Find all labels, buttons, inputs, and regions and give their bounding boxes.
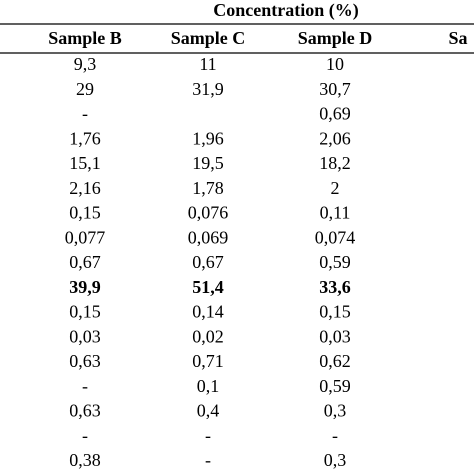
column-header: Sample C	[171, 28, 246, 48]
cell: 0,11	[320, 203, 351, 223]
cell: 33,6	[319, 277, 351, 297]
cell: 39,9	[69, 277, 101, 297]
cell: 0,15	[319, 302, 351, 322]
cell: 0,62	[319, 351, 351, 371]
cell: 29	[76, 79, 94, 99]
cell: 18,2	[319, 153, 351, 173]
cell: 0,3	[324, 401, 347, 421]
cell: 0,14	[192, 302, 224, 322]
cell: 0,15	[69, 302, 101, 322]
cell: -	[205, 450, 211, 470]
cell: 0,71	[192, 351, 224, 371]
cell: 0,59	[319, 376, 351, 396]
cell: 51,4	[192, 277, 224, 297]
cell: 0,03	[69, 326, 101, 346]
cell: 0,4	[197, 401, 220, 421]
cell: 0,077	[65, 227, 106, 247]
cell: 0,3	[324, 450, 347, 470]
table-title: Concentration (%)	[213, 0, 358, 21]
cell: 1,96	[192, 128, 224, 148]
cell: 0,63	[69, 351, 101, 371]
cell: -	[82, 376, 88, 396]
cell: 31,9	[192, 79, 224, 99]
cell: -	[82, 104, 88, 124]
cell: -	[332, 425, 338, 445]
cell: 0,38	[69, 450, 101, 470]
cell: 0,67	[69, 252, 101, 272]
cell: 0,67	[192, 252, 224, 272]
cell: 0,63	[69, 401, 101, 421]
cell: 2,06	[319, 128, 351, 148]
cell: 2,16	[69, 178, 101, 198]
column-header: Sample D	[298, 28, 373, 48]
cell: 15,1	[69, 153, 101, 173]
cell: 0,1	[197, 376, 220, 396]
cell: 10	[326, 54, 344, 74]
cell: -	[205, 425, 211, 445]
cell: 0,076	[188, 203, 229, 223]
cell: 2	[331, 178, 340, 198]
cell: 9,3	[74, 54, 97, 74]
cell: 0,074	[315, 227, 356, 247]
cell: 0,69	[319, 104, 351, 124]
cell: 11	[199, 54, 216, 74]
column-header: Sample B	[48, 28, 122, 48]
cell: 0,02	[192, 326, 224, 346]
cell: -	[82, 425, 88, 445]
cell: 0,03	[319, 326, 351, 346]
cell: 0,069	[188, 227, 229, 247]
cell: 0,59	[319, 252, 351, 272]
cell: 1,78	[192, 178, 224, 198]
cell: 1,76	[69, 128, 101, 148]
cell: 0,15	[69, 203, 101, 223]
cell: 19,5	[192, 153, 224, 173]
cell: 30,7	[319, 79, 351, 99]
column-header: Sa	[448, 28, 467, 48]
